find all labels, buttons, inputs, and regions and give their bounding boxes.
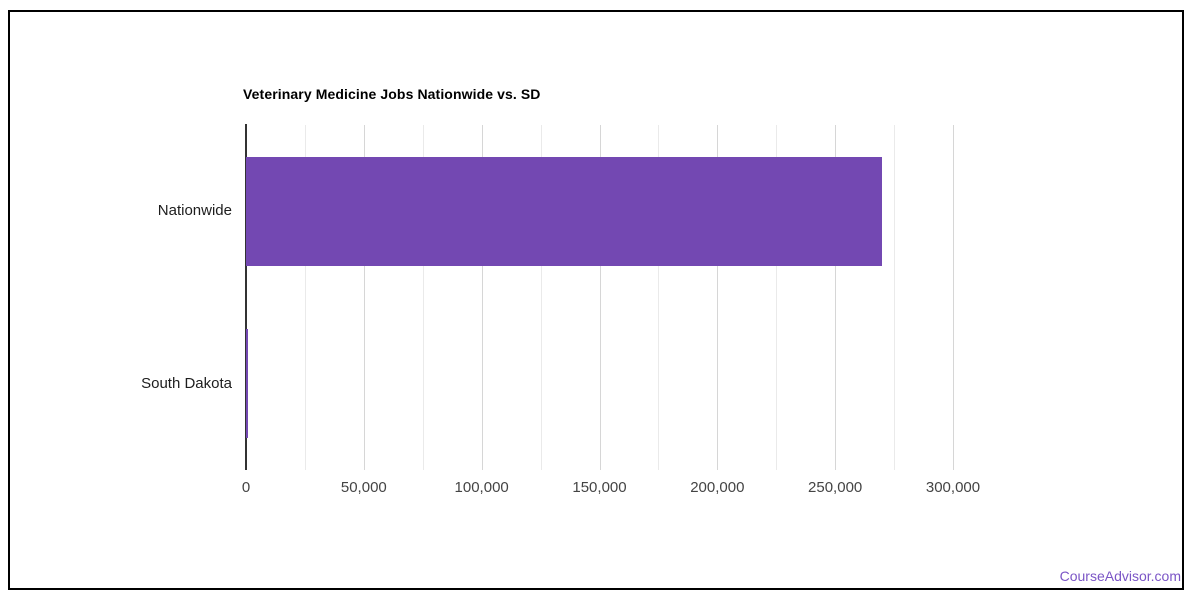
chart-border-frame bbox=[8, 10, 1184, 590]
minor-gridline bbox=[422, 125, 424, 470]
x-tick-label-200000: 200,000 bbox=[690, 479, 745, 496]
minor-gridline bbox=[304, 125, 306, 470]
x-tick-label-250000: 250,000 bbox=[808, 479, 863, 496]
minor-gridline bbox=[776, 125, 778, 470]
watermark-link[interactable]: CourseAdvisor.com bbox=[1059, 568, 1181, 584]
bar-nationwide bbox=[246, 156, 883, 266]
x-tick-label-150000: 150,000 bbox=[572, 479, 627, 496]
bar-south-dakota bbox=[246, 329, 248, 439]
major-gridline bbox=[717, 125, 719, 470]
category-label-south-dakota: South Dakota bbox=[141, 374, 232, 392]
x-tick-label-0: 0 bbox=[241, 479, 251, 496]
y-axis-line bbox=[245, 124, 247, 470]
minor-gridline bbox=[540, 125, 542, 470]
major-gridline bbox=[481, 125, 483, 470]
category-label-nationwide: Nationwide bbox=[157, 202, 232, 220]
minor-gridline bbox=[894, 125, 896, 470]
x-tick-label-300000: 300,000 bbox=[925, 479, 981, 496]
chart-title: Veterinary Medicine Jobs Nationwide vs. … bbox=[243, 86, 541, 102]
major-gridline bbox=[953, 125, 954, 470]
x-tick-label-100000: 100,000 bbox=[454, 479, 509, 496]
minor-gridline bbox=[658, 125, 660, 470]
major-gridline bbox=[599, 125, 601, 470]
major-gridline bbox=[363, 125, 365, 470]
x-tick-label-50000: 50,000 bbox=[340, 479, 387, 496]
major-gridline bbox=[835, 125, 837, 470]
